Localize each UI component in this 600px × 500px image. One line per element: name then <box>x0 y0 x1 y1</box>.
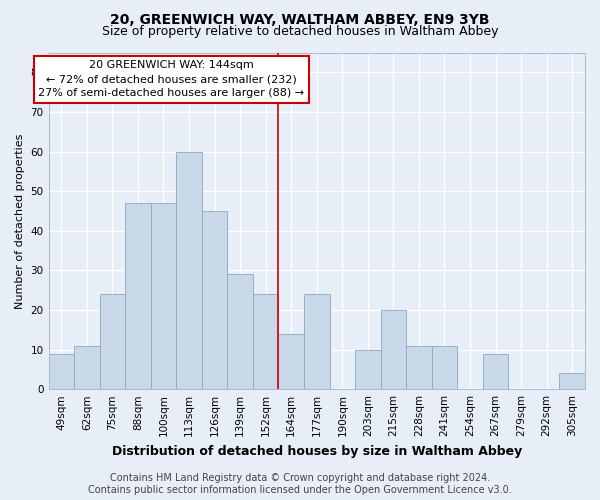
Bar <box>406 346 432 389</box>
Text: 20 GREENWICH WAY: 144sqm  
← 72% of detached houses are smaller (232)
27% of sem: 20 GREENWICH WAY: 144sqm ← 72% of detach… <box>38 60 304 98</box>
Bar <box>380 310 406 389</box>
Bar <box>253 294 278 389</box>
Bar <box>483 354 508 389</box>
Bar <box>151 203 176 389</box>
Bar <box>74 346 100 389</box>
Bar <box>49 354 74 389</box>
Bar <box>100 294 125 389</box>
Bar <box>278 334 304 389</box>
Bar <box>125 203 151 389</box>
Text: Size of property relative to detached houses in Waltham Abbey: Size of property relative to detached ho… <box>102 25 498 38</box>
Bar <box>559 374 585 389</box>
Bar <box>176 152 202 389</box>
X-axis label: Distribution of detached houses by size in Waltham Abbey: Distribution of detached houses by size … <box>112 444 522 458</box>
Bar <box>355 350 380 389</box>
Text: Contains HM Land Registry data © Crown copyright and database right 2024.
Contai: Contains HM Land Registry data © Crown c… <box>88 474 512 495</box>
Bar <box>432 346 457 389</box>
Bar <box>227 274 253 389</box>
Y-axis label: Number of detached properties: Number of detached properties <box>15 133 25 308</box>
Bar <box>202 211 227 389</box>
Bar <box>304 294 329 389</box>
Text: 20, GREENWICH WAY, WALTHAM ABBEY, EN9 3YB: 20, GREENWICH WAY, WALTHAM ABBEY, EN9 3Y… <box>110 12 490 26</box>
